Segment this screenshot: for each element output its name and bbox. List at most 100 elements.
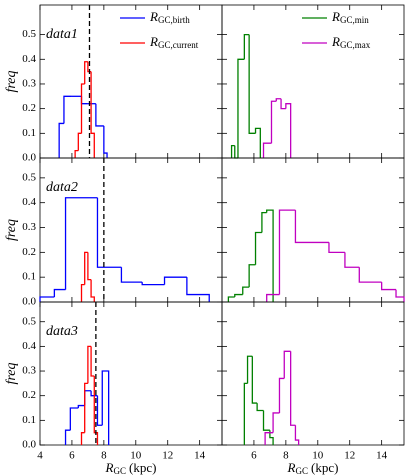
hist-step: [272, 412, 280, 433]
y-tick-label: 0.4: [22, 53, 36, 65]
hist-step: [63, 95, 72, 124]
x-axis-label-main: R: [105, 460, 114, 475]
y-tick-label: 0.2: [22, 389, 36, 401]
x-tick-label: 12: [162, 450, 173, 462]
legend-label-sub: GC,current: [158, 40, 199, 50]
hist-step: [77, 404, 85, 409]
x-tick-label: 10: [130, 450, 142, 462]
hist-step: [80, 83, 85, 134]
x-axis-label-unit: (kpc): [311, 460, 338, 475]
y-tick-label: 0.3: [22, 221, 36, 233]
y-tick-label: 0.5: [22, 315, 36, 327]
hist-step: [84, 251, 88, 285]
hist-step: [90, 71, 95, 158]
hist-step: [380, 282, 397, 291]
hist-step: [294, 210, 329, 244]
x-tick-label: 6: [251, 450, 257, 462]
y-tick-label: 0.0: [22, 152, 36, 164]
hist-step: [275, 98, 282, 102]
hist-step: [243, 382, 248, 445]
hist-step: [262, 410, 270, 431]
legend-label-sub: GC,max: [340, 40, 371, 50]
hist-step: [87, 252, 92, 281]
hist-step: [294, 425, 300, 445]
x-axis-label: RGC (kpc): [105, 460, 157, 475]
hist-step: [270, 100, 277, 144]
y-tick-label: 0.5: [22, 171, 36, 183]
hist-step: [39, 296, 55, 302]
x-axis-label-unit: (kpc): [129, 460, 156, 475]
hist-step: [163, 276, 187, 285]
legend-label-sub: GC,birth: [158, 15, 190, 25]
x-tick-label: 8: [101, 450, 107, 462]
hist-step: [280, 98, 286, 110]
hist-step: [74, 149, 79, 158]
x-tick-label: 6: [69, 450, 75, 462]
y-tick-label: 0.1: [22, 414, 36, 426]
hist-step: [243, 33, 250, 60]
hist-step: [95, 103, 104, 127]
hist-step: [283, 350, 291, 379]
hist-step: [84, 390, 92, 406]
hist-step: [186, 277, 210, 302]
hist-step: [246, 355, 253, 384]
hist-step: [278, 209, 296, 295]
hist-step: [242, 286, 250, 295]
y-axis-label: freq: [4, 362, 19, 384]
hist-step: [248, 34, 256, 134]
hist-step: [58, 122, 64, 158]
hist-step: [395, 289, 405, 302]
legend-label: RGC,current: [149, 34, 199, 50]
legend-label: RGC,birth: [149, 9, 190, 25]
y-tick-label: 0.2: [22, 102, 36, 114]
y-tick-label: 0.4: [22, 340, 36, 352]
panel-frame: [221, 301, 405, 446]
legend-label-main: R: [331, 9, 340, 24]
hist-step: [285, 103, 292, 158]
hist-step: [87, 345, 92, 384]
x-axis-label-main: R: [287, 460, 296, 475]
hist-step: [254, 231, 262, 265]
y-axis-label: freq: [4, 219, 19, 241]
x-tick-label: 8: [283, 450, 289, 462]
hist-step: [251, 356, 258, 404]
hist-step: [90, 346, 95, 377]
hist-step: [234, 293, 243, 298]
y-tick-label: 0.1: [22, 127, 36, 139]
hist-step: [248, 264, 256, 288]
hist-step: [328, 242, 345, 253]
x-axis-label-sub: GC: [114, 466, 127, 475]
y-tick-label: 0.3: [22, 365, 36, 377]
legend-label-sub: GC,min: [340, 15, 369, 25]
hist-step: [141, 282, 165, 286]
hist-step: [96, 395, 103, 426]
hist-step: [80, 96, 88, 105]
hist-step: [90, 390, 98, 397]
hist-step: [120, 267, 143, 283]
legend-label: RGC,min: [331, 9, 369, 25]
y-tick-label: 0.0: [22, 296, 36, 308]
legend-label-main: R: [331, 34, 340, 49]
hist-step: [84, 61, 88, 84]
hist-step: [261, 211, 267, 233]
y-tick-label: 0.5: [22, 28, 36, 40]
hist-step: [103, 125, 108, 158]
hist-step: [77, 132, 82, 151]
hist-step: [230, 145, 235, 158]
x-axis-label: RGC (kpc): [287, 460, 339, 475]
hist-step: [237, 58, 245, 158]
y-tick-label: 0.4: [22, 196, 36, 208]
hist-step: [344, 252, 360, 268]
hist-step: [64, 429, 71, 445]
hist-step: [80, 432, 85, 445]
hist-step: [278, 377, 285, 413]
hist-step: [266, 293, 280, 302]
hist-step: [289, 351, 296, 426]
panel-annotation: data1: [46, 27, 78, 42]
hist-step: [69, 407, 79, 431]
panel-annotation: data3: [46, 324, 78, 339]
hist-step: [101, 370, 110, 445]
panel-annotation: data2: [46, 180, 78, 195]
x-tick-label: 10: [312, 450, 324, 462]
hist-step: [53, 288, 66, 298]
